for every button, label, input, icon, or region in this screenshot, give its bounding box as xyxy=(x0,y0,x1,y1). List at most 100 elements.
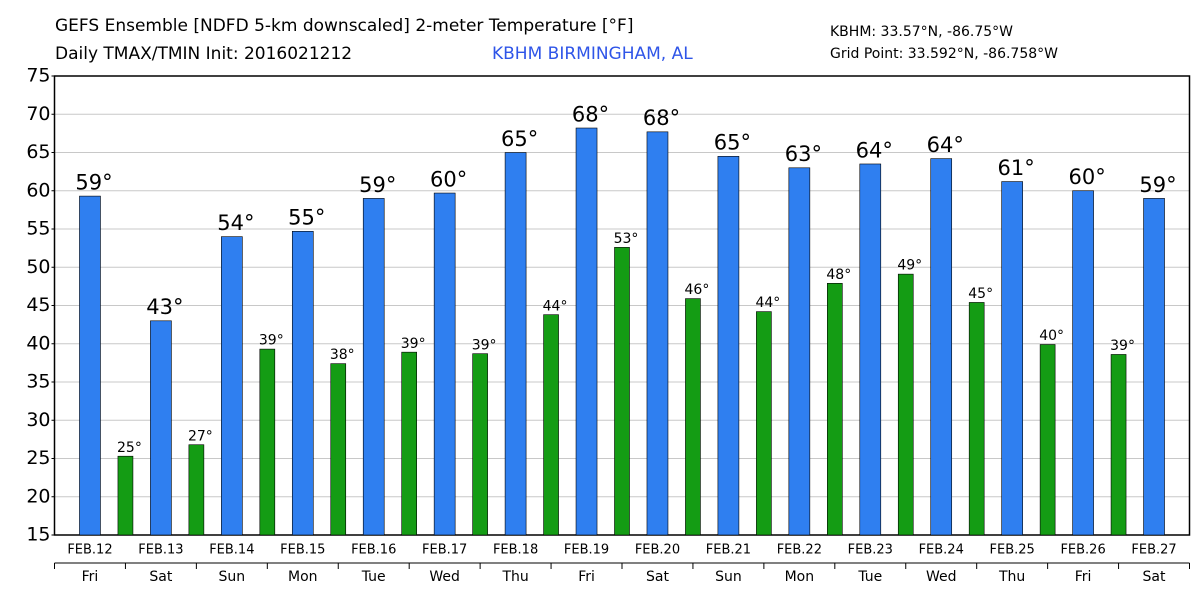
grid-point: Grid Point: 33.592°N, -86.758°W xyxy=(830,46,1058,62)
y-tick-label: 35 xyxy=(26,371,50,393)
y-tick-label: 65 xyxy=(26,141,50,163)
day-label: Sat xyxy=(646,569,669,585)
day-label: Wed xyxy=(429,569,460,585)
day-label: Thu xyxy=(998,569,1025,585)
value-label: 68° xyxy=(643,106,680,130)
bar xyxy=(646,131,669,536)
day-label: Fri xyxy=(1075,569,1092,585)
value-label: 59° xyxy=(359,173,396,197)
bar xyxy=(897,273,914,536)
value-label: 63° xyxy=(785,142,822,166)
x-tick-label: FEB.21 xyxy=(706,543,751,558)
value-label: 61° xyxy=(998,156,1035,180)
x-tick-label: FEB.12 xyxy=(67,543,112,558)
day-label: Tue xyxy=(361,569,386,585)
bar xyxy=(504,152,527,536)
day-label: Mon xyxy=(785,569,815,585)
x-tick-label: FEB.22 xyxy=(777,543,822,558)
value-label: 65° xyxy=(714,131,751,155)
bar xyxy=(1143,198,1165,536)
bar xyxy=(1039,344,1056,536)
value-label: 64° xyxy=(927,133,964,157)
day-label: Sat xyxy=(1143,569,1166,585)
y-tick-label: 45 xyxy=(26,294,50,316)
y-tick-label: 20 xyxy=(26,485,50,507)
y-tick-label: 15 xyxy=(26,524,50,546)
bar xyxy=(685,298,701,536)
y-tick-label: 25 xyxy=(26,447,50,469)
y-tick-label: 40 xyxy=(26,332,50,354)
value-label: 53° xyxy=(614,231,639,247)
bar xyxy=(433,192,456,536)
bar xyxy=(362,198,385,536)
chart-title: GEFS Ensemble [NDFD 5-km downscaled] 2-m… xyxy=(55,16,633,36)
day-label: Mon xyxy=(288,569,318,585)
value-label: 25° xyxy=(117,440,142,456)
bar xyxy=(79,195,101,536)
value-label: 60° xyxy=(1068,165,1105,189)
value-label: 38° xyxy=(330,347,355,363)
day-label: Fri xyxy=(82,569,99,585)
y-tick-label: 30 xyxy=(26,409,50,431)
bar xyxy=(117,455,134,536)
y-tick-label: 70 xyxy=(26,103,50,125)
y-tick-label: 60 xyxy=(26,179,50,201)
value-label: 48° xyxy=(826,267,851,283)
value-label: 40° xyxy=(1039,328,1064,344)
bar xyxy=(859,163,882,536)
x-tick-label: FEB.23 xyxy=(848,543,893,558)
value-label: 45° xyxy=(968,286,993,302)
bar xyxy=(575,127,598,536)
x-tick-label: FEB.20 xyxy=(635,543,680,558)
x-tick-label: FEB.19 xyxy=(564,543,609,558)
value-label: 27° xyxy=(188,428,213,444)
day-label: Wed xyxy=(926,569,957,585)
x-tick-label: FEB.13 xyxy=(138,543,183,558)
value-label: 59° xyxy=(1139,173,1176,197)
x-tick-label: FEB.16 xyxy=(351,543,396,558)
bar xyxy=(330,363,347,536)
x-tick-label: FEB.24 xyxy=(919,543,964,558)
x-tick-label: FEB.18 xyxy=(493,543,538,558)
bar xyxy=(1072,190,1094,536)
x-tick-label: FEB.27 xyxy=(1131,543,1176,558)
bar xyxy=(472,353,488,536)
bar xyxy=(756,311,772,536)
value-label: 44° xyxy=(755,295,780,311)
day-label: Thu xyxy=(501,569,528,585)
x-tick-label: FEB.17 xyxy=(422,543,467,558)
value-label: 60° xyxy=(430,167,467,191)
value-label: 55° xyxy=(288,206,325,230)
value-label: 65° xyxy=(501,127,538,151)
bar xyxy=(188,444,205,536)
bar xyxy=(259,348,276,536)
y-tick-label: 50 xyxy=(26,256,50,278)
bar xyxy=(1110,354,1127,536)
day-label: Sun xyxy=(219,569,246,585)
bar xyxy=(401,351,417,536)
value-label: 39° xyxy=(1110,338,1135,354)
day-label: Fri xyxy=(578,569,595,585)
chart-subtitle: Daily TMAX/TMIN Init: 2016021212 xyxy=(55,44,352,64)
x-tick-label: FEB.14 xyxy=(209,543,254,558)
value-label: 39° xyxy=(401,336,426,352)
value-label: 39° xyxy=(472,337,497,353)
day-label: Sun xyxy=(715,569,742,585)
value-label: 39° xyxy=(259,333,284,349)
bar xyxy=(827,283,843,536)
bar xyxy=(717,156,740,536)
value-label: 49° xyxy=(897,258,922,274)
bar xyxy=(614,247,630,536)
value-label: 54° xyxy=(217,211,254,235)
bar xyxy=(543,314,559,536)
day-label: Tue xyxy=(857,569,882,585)
y-tick-label: 75 xyxy=(26,65,50,87)
location: KBHM BIRMINGHAM, AL xyxy=(492,44,693,64)
x-tick-label: FEB.15 xyxy=(280,543,325,558)
value-label: 43° xyxy=(146,295,183,319)
bar xyxy=(150,320,172,536)
bar xyxy=(788,167,811,536)
x-tick-label: FEB.26 xyxy=(1060,543,1105,558)
value-label: 59° xyxy=(75,171,112,195)
